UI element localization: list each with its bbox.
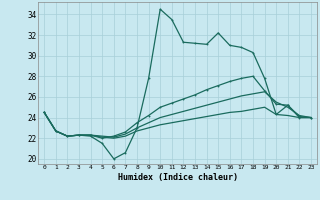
X-axis label: Humidex (Indice chaleur): Humidex (Indice chaleur) bbox=[118, 173, 238, 182]
